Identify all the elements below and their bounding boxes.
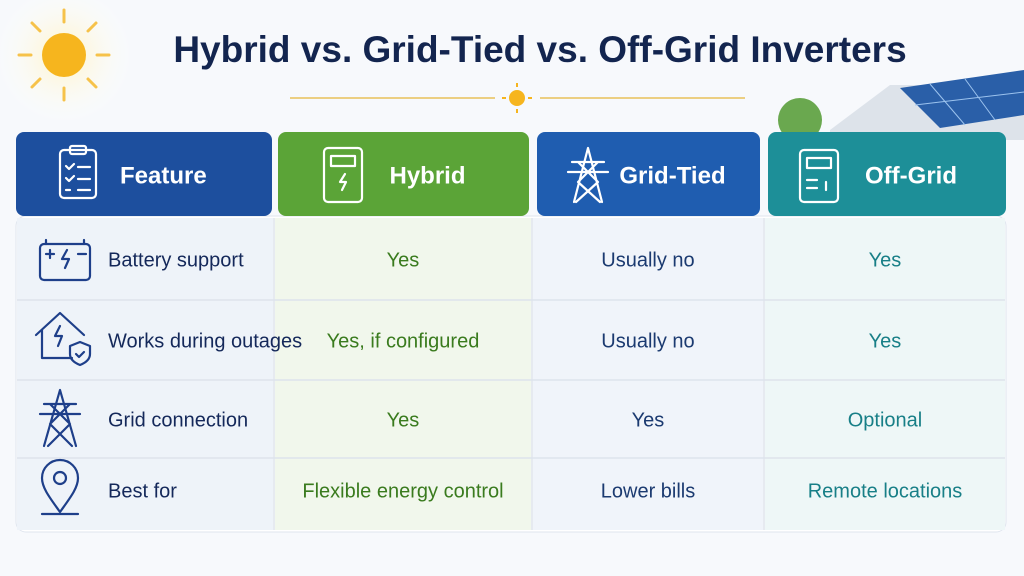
header-label: Off-Grid: [865, 162, 957, 189]
header-label: Hybrid: [389, 162, 465, 189]
header-label: Grid-Tied: [619, 162, 725, 189]
icons: [34, 144, 840, 516]
offgrid-icon: [798, 148, 840, 204]
cell-value: Usually no: [601, 330, 694, 352]
cell-value: Yes: [632, 409, 665, 431]
inverter-icon: [322, 146, 364, 204]
feature-label: Battery support: [108, 249, 244, 271]
column-background: [533, 218, 763, 530]
cell-value: Flexible energy control: [302, 480, 503, 502]
cell-value: Lower bills: [601, 480, 695, 502]
feature-label: Grid connection: [108, 409, 248, 431]
header-cell: [768, 132, 1006, 216]
cell-value: Remote locations: [808, 480, 963, 502]
cell-value: Optional: [848, 409, 923, 431]
title: Hybrid vs. Grid-Tied vs. Off-Grid Invert…: [173, 29, 906, 70]
sun-decoration: [0, 0, 134, 125]
house-shield-icon: [34, 311, 92, 367]
column-background: [275, 218, 531, 530]
cell-value: Yes: [387, 409, 420, 431]
location-icon: [40, 458, 80, 516]
header-label: Feature: [120, 162, 207, 189]
pylon-icon: [566, 146, 610, 204]
house-decoration: [778, 70, 1024, 142]
cell-value: Yes: [869, 249, 902, 271]
cell-value: Yes: [387, 249, 420, 271]
cell-value: Yes, if configured: [327, 330, 480, 352]
clipboard-icon: [58, 144, 98, 200]
title-divider: [290, 83, 745, 113]
feature-label: Works during outages: [108, 330, 302, 352]
cell-value: Yes: [869, 330, 902, 352]
pylon-icon: [38, 388, 82, 448]
cell-value: Usually no: [601, 249, 694, 271]
feature-label: Best for: [108, 480, 177, 502]
column-background: [765, 218, 1005, 530]
battery-icon: [38, 238, 92, 282]
header-cell: [278, 132, 529, 216]
column-background: [17, 218, 273, 530]
